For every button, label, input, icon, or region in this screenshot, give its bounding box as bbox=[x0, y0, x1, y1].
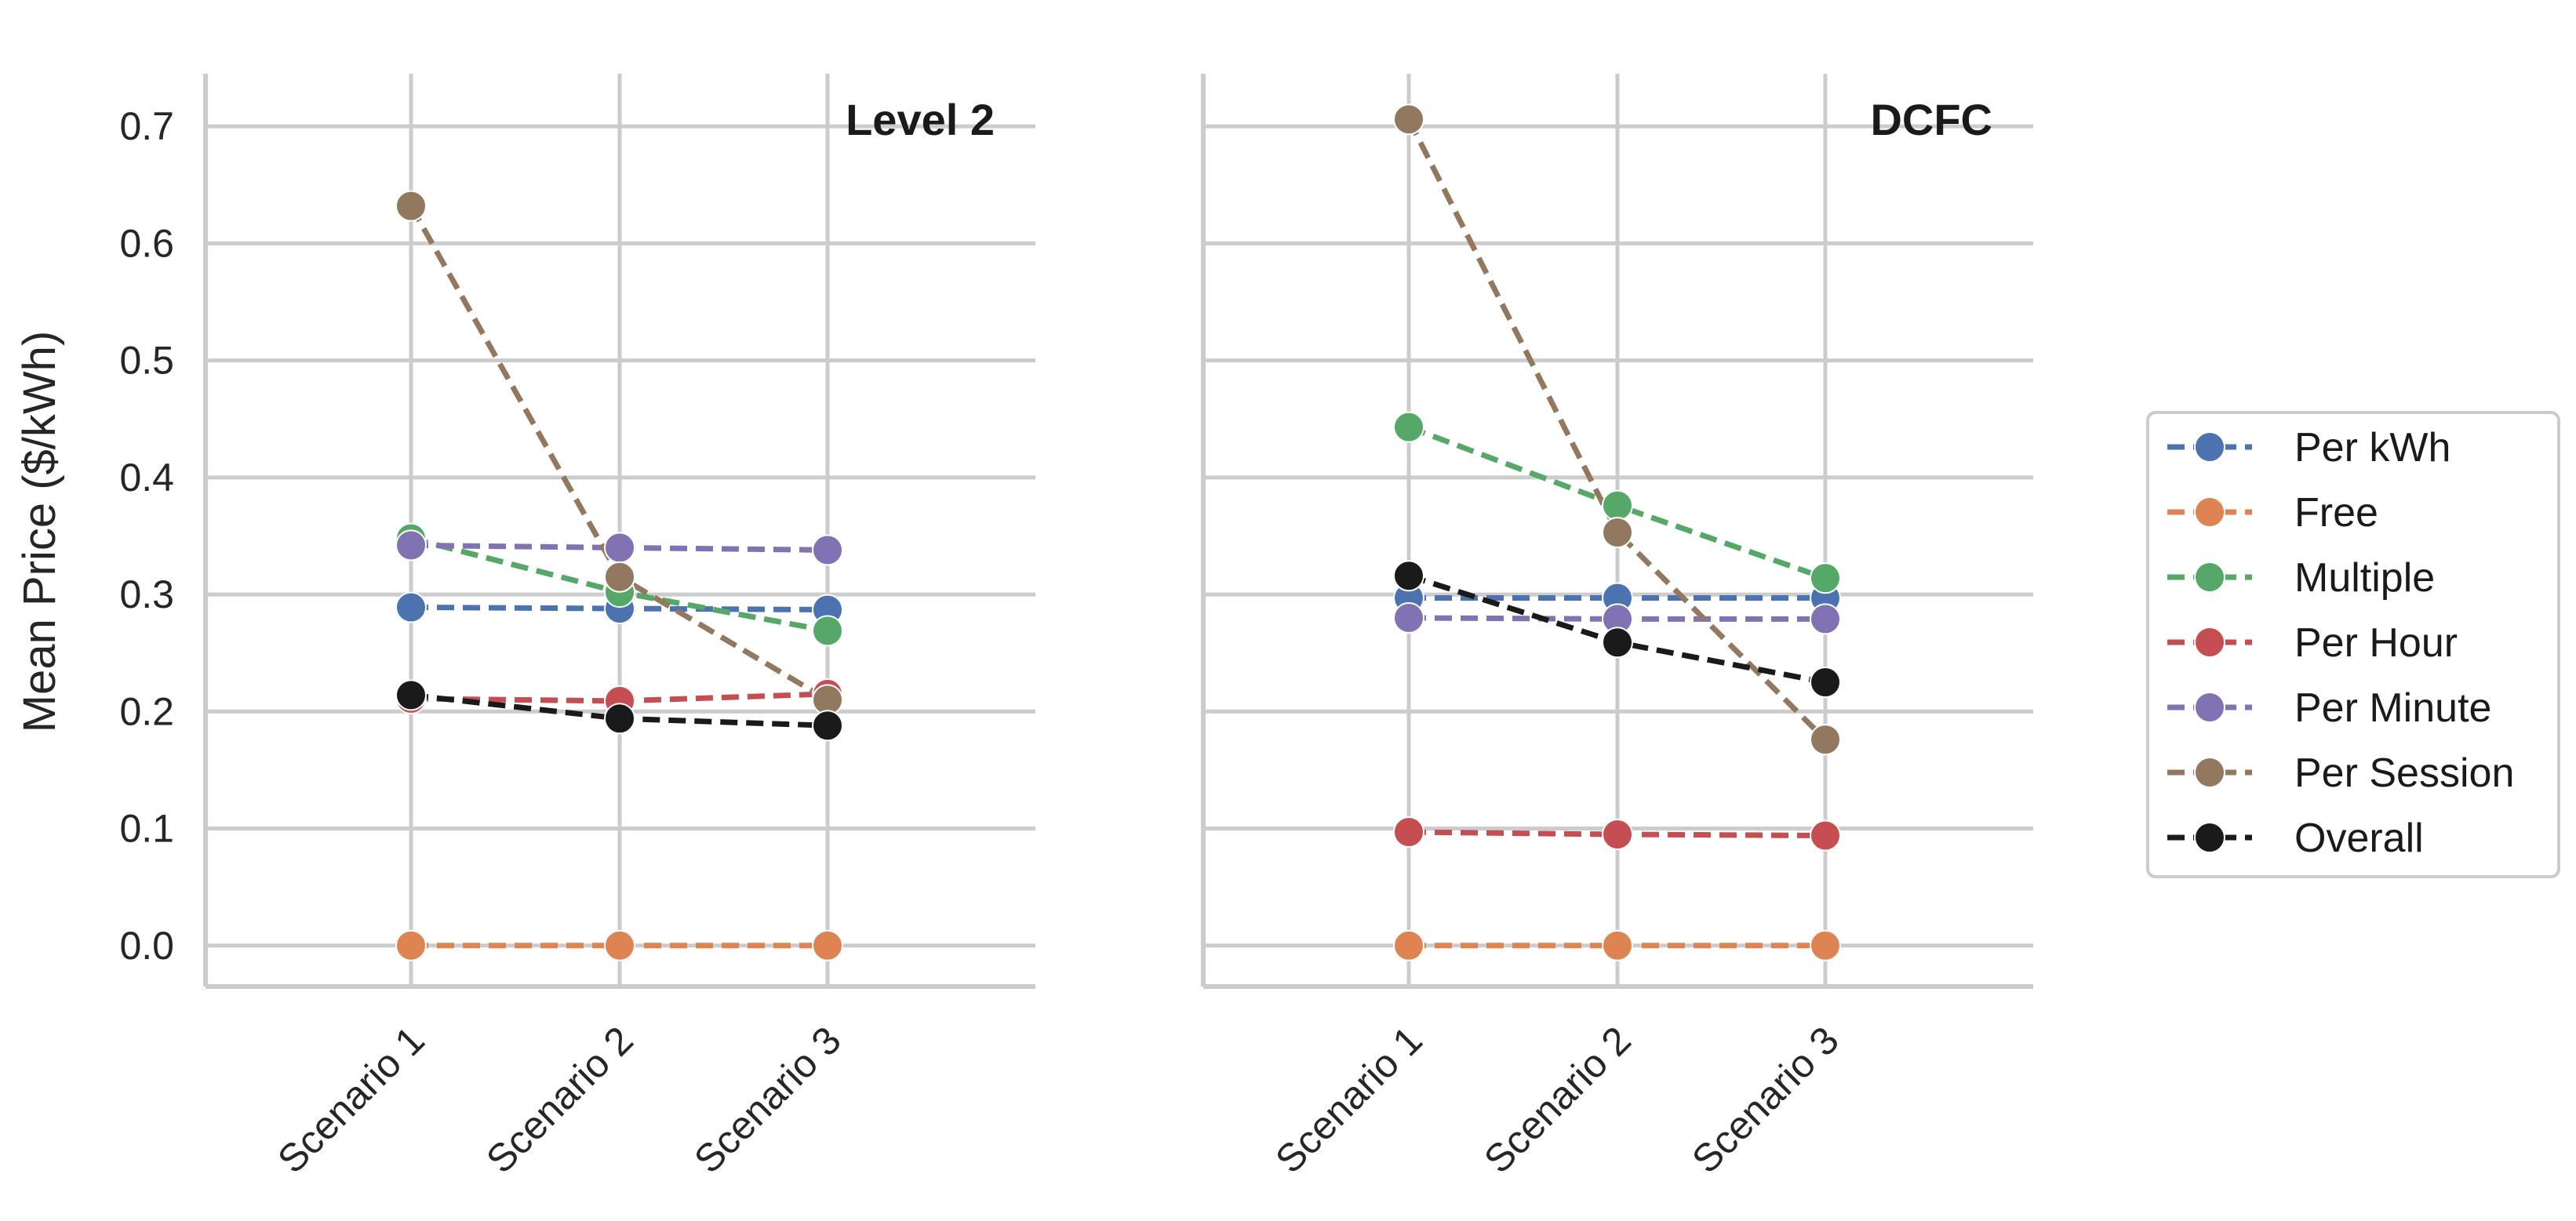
x-tick-label: Scenario 3 bbox=[1683, 1018, 1847, 1182]
legend: Per kWh Free Multiple Per Hour Per Minute Per… bbox=[2146, 411, 2560, 878]
dcfc-point-multiple bbox=[1810, 562, 1841, 594]
dcfc-point-per-session bbox=[1602, 516, 1633, 548]
dcfc-point-per-hour bbox=[1393, 816, 1424, 849]
dcfc-point-overall bbox=[1393, 560, 1424, 592]
y-tick-label: 0.5 bbox=[119, 339, 174, 383]
dcfc-point-per-session bbox=[1810, 724, 1841, 756]
level-2-point-per-minute bbox=[395, 529, 427, 561]
dcfc-point-free bbox=[1393, 929, 1424, 961]
legend-label-per-minute: Per Minute bbox=[2294, 685, 2491, 731]
dcfc-point-free bbox=[1810, 929, 1841, 961]
legend-marker-free bbox=[2194, 496, 2225, 528]
level-2-point-per-session bbox=[395, 190, 427, 222]
level-2-point-per-minute bbox=[812, 534, 843, 566]
level-2-point-free bbox=[812, 929, 843, 961]
dcfc-point-overall bbox=[1810, 667, 1841, 698]
dcfc-point-per-minute bbox=[1810, 603, 1841, 635]
y-tick-label: 0.6 bbox=[119, 221, 174, 265]
y-tick-label: 0.0 bbox=[119, 924, 174, 968]
dcfc-point-per-hour bbox=[1810, 819, 1841, 852]
legend-marker-per-hour bbox=[2194, 627, 2225, 658]
legend-label-per-session: Per Session bbox=[2294, 750, 2514, 796]
legend-marker-per-kwh bbox=[2194, 431, 2225, 463]
dcfc-point-per-session bbox=[1393, 104, 1424, 136]
dcfc-point-per-hour bbox=[1602, 819, 1633, 850]
legend-label-free: Free bbox=[2294, 490, 2378, 536]
y-tick-label: 0.7 bbox=[119, 104, 174, 148]
level-2-point-overall bbox=[812, 710, 843, 742]
level-2-point-overall bbox=[395, 679, 427, 711]
dcfc-point-overall bbox=[1602, 627, 1633, 659]
legend-label-overall: Overall bbox=[2294, 816, 2424, 861]
dcfc-title: DCFC bbox=[1870, 95, 1992, 144]
y-tick-label: 0.3 bbox=[119, 572, 174, 616]
level-2-point-overall bbox=[604, 703, 635, 735]
y-tick-label: 0.4 bbox=[119, 456, 174, 500]
x-tick-label: Scenario 1 bbox=[1267, 1018, 1431, 1182]
level-2-point-free bbox=[604, 929, 635, 961]
level-2-title: Level 2 bbox=[846, 95, 995, 144]
legend-frame bbox=[2146, 411, 2560, 878]
panel-level-2: 0.0 0.1 0.2 0.3 0.4 0.5 0.6 0.7 Scenario 1 Scenar… bbox=[119, 74, 1035, 1182]
x-tick-label: Scenario 2 bbox=[1475, 1018, 1639, 1182]
legend-label-per-hour: Per Hour bbox=[2294, 620, 2458, 666]
panel-dcfc: Scenario 1 Scenario 2 Scenario 3 DCFC bbox=[1201, 74, 2033, 1182]
x-tick-label: Scenario 1 bbox=[269, 1018, 433, 1182]
dcfc-point-multiple bbox=[1393, 411, 1424, 443]
y-tick-label: 0.2 bbox=[119, 689, 174, 733]
level-2-point-per-session bbox=[604, 561, 635, 593]
x-tick-label: Scenario 3 bbox=[686, 1018, 850, 1182]
level-2-point-per-minute bbox=[604, 532, 635, 564]
dcfc-point-multiple bbox=[1602, 489, 1633, 521]
dcfc-point-free bbox=[1602, 929, 1633, 961]
legend-marker-per-minute bbox=[2194, 692, 2225, 723]
dcfc-point-per-minute bbox=[1393, 601, 1424, 634]
legend-label-per-kwh: Per kWh bbox=[2294, 425, 2450, 471]
legend-marker-multiple bbox=[2194, 561, 2225, 593]
y-axis-label: Mean Price ($/kWh) bbox=[14, 331, 65, 732]
x-tick-label: Scenario 2 bbox=[478, 1018, 642, 1182]
legend-label-multiple: Multiple bbox=[2294, 555, 2435, 601]
dcfc-line-per-session bbox=[1406, 118, 1828, 742]
legend-marker-per-session bbox=[2194, 757, 2225, 788]
y-tick-label: 0.1 bbox=[119, 807, 174, 851]
level-2-point-per-kwh bbox=[395, 591, 427, 623]
level-2-point-free bbox=[395, 929, 427, 961]
legend-marker-overall bbox=[2194, 822, 2225, 853]
level-2-point-multiple bbox=[812, 615, 843, 647]
